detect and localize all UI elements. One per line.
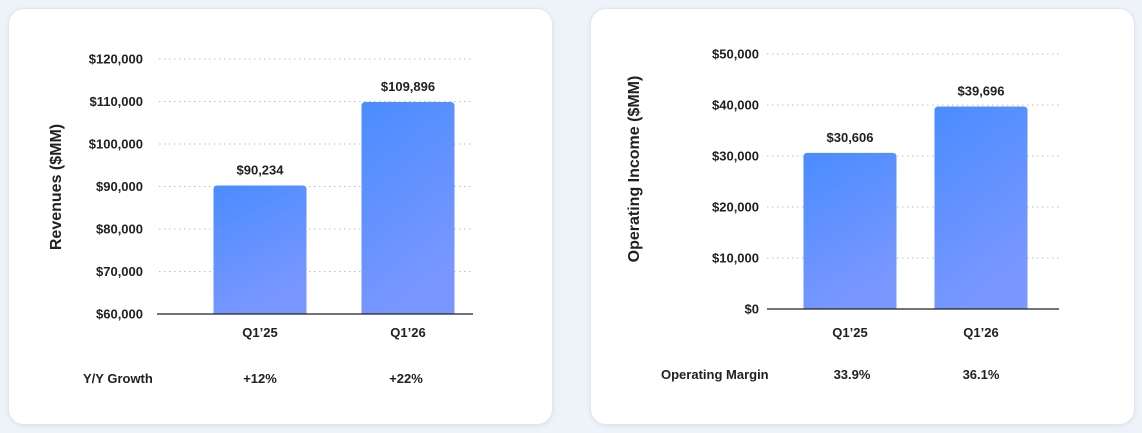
y-tick-label: $70,000 (96, 264, 143, 279)
y-axis-title: Revenues ($MM) (48, 124, 65, 250)
revenues-chart-card: Revenues ($MM) $60,000 $70,000 $80,000 $90,0… (8, 8, 553, 425)
y-tick-label: $90,000 (96, 179, 143, 194)
bar-value-label: $39,696 (958, 84, 1005, 99)
y-tick-label: $10,000 (712, 251, 759, 266)
y-tick-label: $0 (745, 302, 759, 317)
bar-q125 (213, 185, 307, 314)
metric-value: +22% (389, 371, 423, 386)
y-tick-label: $110,000 (89, 94, 143, 109)
metric-value: 33.9% (834, 367, 871, 382)
operating-income-chart-card: Operating Income ($MM) $0 $10,000 $20,000 $3… (590, 8, 1135, 425)
y-tick-label: $20,000 (712, 200, 759, 215)
bar-value-label: $90,234 (237, 163, 285, 178)
metric-row-label: Operating Margin (661, 367, 769, 382)
y-tick-label: $120,000 (89, 52, 143, 67)
y-tick-label: $30,000 (712, 149, 759, 164)
metric-value: +12% (243, 371, 277, 386)
y-axis-title: Operating Income ($MM) (626, 76, 643, 263)
bar-q125 (803, 152, 897, 309)
bar-value-label: $109,896 (381, 79, 435, 94)
y-tick-label: $50,000 (712, 47, 759, 62)
x-category-label: Q1’25 (832, 325, 867, 340)
y-tick-label: $100,000 (89, 137, 143, 152)
bar-q126 (361, 101, 455, 314)
x-category-label: Q1’26 (390, 325, 425, 340)
y-tick-label: $40,000 (712, 98, 759, 113)
bar-value-label: $30,606 (827, 130, 874, 145)
metric-row-label: Y/Y Growth (83, 371, 153, 386)
revenues-bar-chart: Revenues ($MM) $60,000 $70,000 $80,000 $90,0… (48, 52, 473, 386)
bar-q126 (934, 106, 1028, 309)
y-tick-label: $60,000 (96, 307, 143, 322)
y-tick-label: $80,000 (96, 222, 143, 237)
x-category-label: Q1’25 (242, 325, 277, 340)
x-category-label: Q1’26 (963, 325, 998, 340)
operating-income-bar-chart: Operating Income ($MM) $0 $10,000 $20,000 $3… (626, 47, 1059, 382)
metric-value: 36.1% (963, 367, 1000, 382)
